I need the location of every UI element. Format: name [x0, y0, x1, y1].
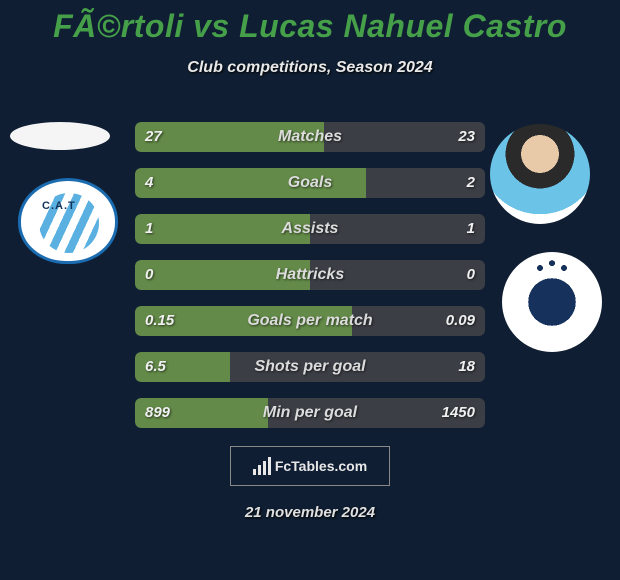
stat-label: Assists	[135, 214, 485, 244]
player-right-avatar	[490, 124, 590, 224]
stat-label: Goals	[135, 168, 485, 198]
stat-row: 8991450Min per goal	[135, 398, 485, 428]
club-badge-left	[18, 178, 118, 264]
stat-label: Shots per goal	[135, 352, 485, 382]
stat-row: 6.518Shots per goal	[135, 352, 485, 382]
stat-row: 00Hattricks	[135, 260, 485, 290]
comparison-title: FÃ©rtoli vs Lucas Nahuel Castro	[0, 0, 620, 45]
stat-label: Matches	[135, 122, 485, 152]
stat-row: 2723Matches	[135, 122, 485, 152]
season-subtitle: Club competitions, Season 2024	[0, 59, 620, 77]
player-left-avatar	[10, 122, 110, 150]
stats-container: 2723Matches 42Goals 11Assists 00Hattricks 0.…	[135, 122, 485, 444]
club-badge-right	[502, 252, 602, 352]
club-badge-left-text: C.A.T	[42, 200, 76, 212]
stat-label: Hattricks	[135, 260, 485, 290]
logo-text: FcTables.com	[275, 458, 367, 474]
stat-row: 0.150.09Goals per match	[135, 306, 485, 336]
stat-row: 42Goals	[135, 168, 485, 198]
stat-row: 11Assists	[135, 214, 485, 244]
stat-label: Goals per match	[135, 306, 485, 336]
fctables-logo: FcTables.com	[230, 446, 390, 486]
comparison-date: 21 november 2024	[0, 504, 620, 521]
stat-label: Min per goal	[135, 398, 485, 428]
bars-icon	[253, 457, 271, 475]
